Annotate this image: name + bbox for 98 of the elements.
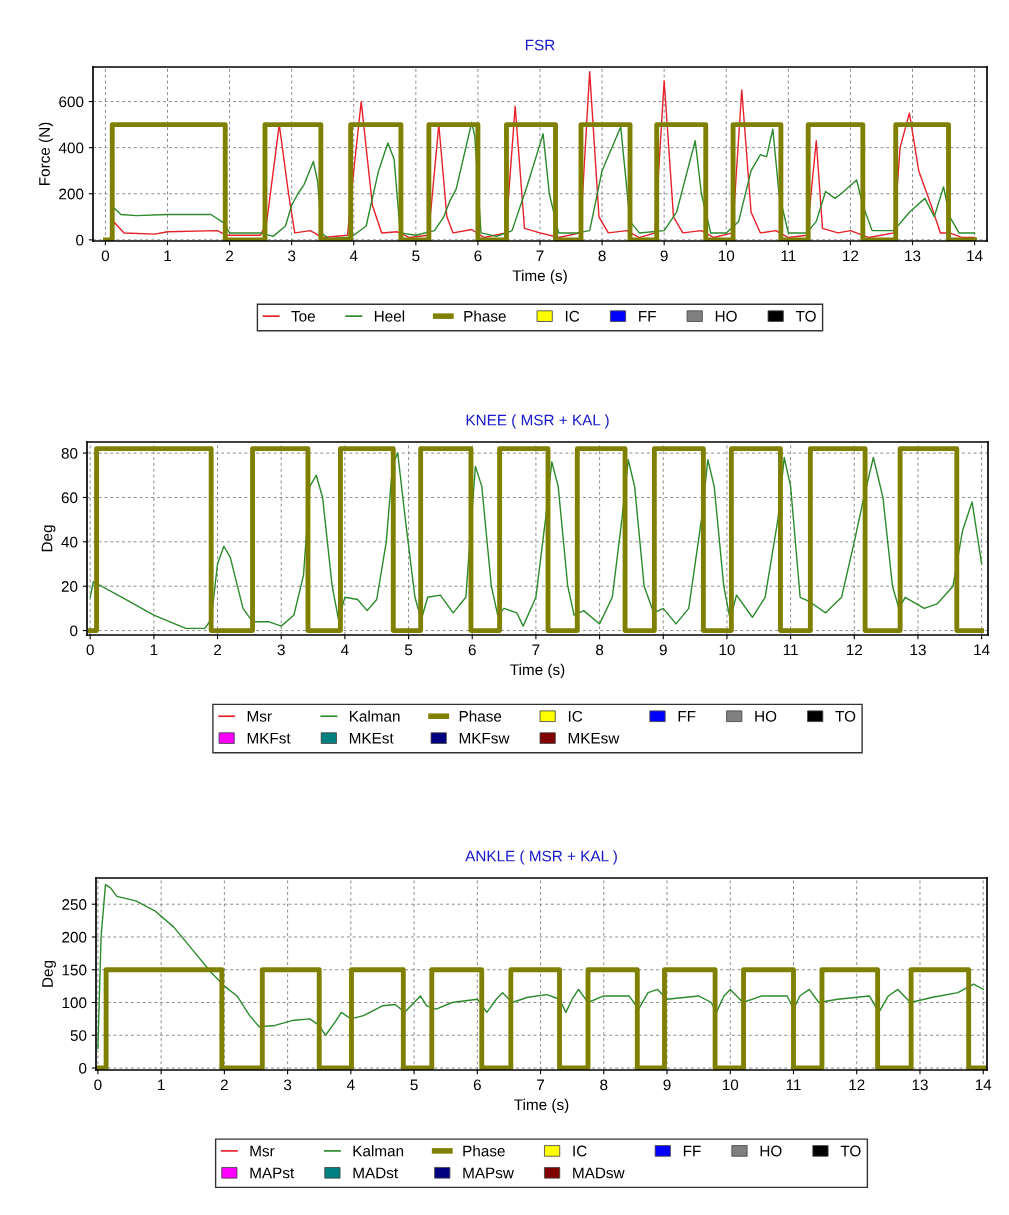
- x-tick-label: 9: [663, 1079, 671, 1091]
- x-tick-label: 13: [905, 250, 921, 262]
- x-tick-label: 3: [277, 644, 285, 656]
- legend-label: Kalman: [349, 710, 400, 722]
- legend-label: Phase: [463, 1145, 505, 1157]
- legend-label: TO: [835, 710, 856, 722]
- legend-label: FF: [639, 310, 656, 322]
- y-tick-label: 400: [58, 142, 84, 154]
- legend-label: HO: [755, 710, 777, 722]
- legend-label: Phase: [464, 310, 506, 322]
- x-tick-label: 12: [843, 250, 859, 262]
- x-tick-label: 5: [412, 250, 420, 262]
- legend-label: IC: [573, 1145, 587, 1157]
- x-tick-label: 14: [974, 644, 990, 656]
- chart-title: ANKLE ( MSR + KAL ): [465, 850, 617, 865]
- x-tick-label: 6: [474, 250, 482, 262]
- x-tick-label: 1: [150, 644, 158, 656]
- x-tick-label: 2: [214, 644, 222, 656]
- x-tick-label: 7: [532, 644, 540, 656]
- legend-label: MKEst: [349, 732, 394, 744]
- legend-label: Heel: [374, 310, 405, 322]
- y-tick-label: 600: [59, 96, 84, 108]
- x-tick-label: 0: [94, 1079, 102, 1091]
- x-tick-label: 4: [349, 250, 358, 262]
- x-tick-label: 1: [164, 250, 171, 262]
- x-axis-title: Time (s): [512, 269, 567, 285]
- legend-label: FF: [678, 711, 696, 722]
- x-tick-label: 13: [910, 644, 926, 656]
- y-tick-label: 250: [62, 899, 87, 910]
- legend-label: MADst: [353, 1167, 398, 1179]
- line-series: [97, 883, 984, 1050]
- y-tick-label: 200: [62, 931, 87, 943]
- x-tick-label: 14: [967, 250, 983, 262]
- x-tick-label: 8: [598, 250, 606, 262]
- legend-label: MAPst: [250, 1167, 295, 1179]
- x-tick-label: 10: [718, 250, 735, 262]
- x-tick-label: 10: [722, 1079, 739, 1091]
- legend-label: Kalman: [353, 1145, 404, 1157]
- legend-label: TO: [795, 310, 816, 322]
- x-tick-label: 6: [473, 1079, 481, 1091]
- x-tick-label: 14: [975, 1079, 992, 1091]
- x-tick-label: 0: [101, 250, 110, 262]
- y-tick-label: 40: [61, 536, 78, 548]
- x-tick-label: 11: [781, 250, 796, 262]
- chart-title: KNEE ( MSR + KAL ): [466, 414, 609, 429]
- y-tick-label: 20: [61, 581, 78, 592]
- y-tick-label: 60: [61, 492, 78, 504]
- legend-label: HO: [715, 310, 737, 322]
- x-tick-label: 4: [340, 644, 349, 656]
- x-tick-label: 8: [600, 1079, 608, 1091]
- x-tick-label: 5: [410, 1079, 418, 1091]
- x-tick-label: 10: [719, 644, 735, 656]
- legend-label: MADsw: [573, 1167, 625, 1179]
- x-tick-label: 3: [288, 250, 296, 262]
- legend-label: MKFsw: [459, 732, 510, 744]
- y-tick-label: 0: [76, 234, 84, 246]
- legend-label: Msr: [250, 1145, 275, 1157]
- x-tick-label: 9: [659, 644, 667, 656]
- legend-label: HO: [760, 1145, 782, 1157]
- x-tick-label: 9: [660, 250, 668, 262]
- legend-label: IC: [565, 310, 580, 322]
- y-tick-label: 150: [62, 964, 87, 976]
- x-tick-label: 5: [404, 644, 413, 656]
- legend-label: MAPsw: [463, 1167, 514, 1179]
- legend-label: Phase: [459, 710, 502, 722]
- legend-label: FF: [683, 1145, 701, 1157]
- x-tick-label: 12: [849, 1079, 865, 1091]
- x-tick-label: 8: [596, 644, 604, 656]
- y-tick-label: 50: [70, 1030, 87, 1041]
- y-tick-label: 100: [62, 997, 87, 1009]
- x-tick-label: 11: [783, 644, 798, 656]
- x-tick-label: 12: [846, 644, 863, 656]
- x-tick-label: 1: [158, 1079, 165, 1091]
- y-tick-label: 0: [70, 625, 78, 637]
- y-tick-label: 200: [59, 188, 84, 200]
- legend-label: Msr: [247, 711, 272, 722]
- x-tick-label: 7: [536, 250, 544, 262]
- x-tick-label: 3: [283, 1079, 292, 1091]
- y-axis-title: Deg: [42, 960, 56, 987]
- legend-label: MKFst: [247, 732, 291, 744]
- y-axis-title: Force (N): [38, 122, 53, 185]
- chart-title: FSR: [525, 39, 555, 51]
- legend-label: Toe: [291, 310, 315, 322]
- x-tick-label: 2: [226, 250, 234, 262]
- x-axis-title: Time (s): [514, 1098, 569, 1114]
- x-tick-label: 2: [220, 1079, 228, 1091]
- y-axis-title: Deg: [41, 525, 56, 552]
- x-tick-label: 6: [468, 644, 476, 656]
- x-tick-label: 13: [912, 1079, 928, 1091]
- legend-label: TO: [840, 1145, 861, 1157]
- x-axis-title: Time (s): [510, 663, 565, 679]
- x-tick-label: 4: [346, 1079, 355, 1091]
- legend-label: MKEsw: [568, 732, 620, 744]
- x-tick-label: 11: [786, 1079, 801, 1091]
- y-tick-label: 80: [61, 447, 78, 459]
- x-tick-label: 7: [537, 1079, 545, 1091]
- y-tick-label: 0: [79, 1062, 87, 1074]
- legend-label: IC: [568, 710, 583, 722]
